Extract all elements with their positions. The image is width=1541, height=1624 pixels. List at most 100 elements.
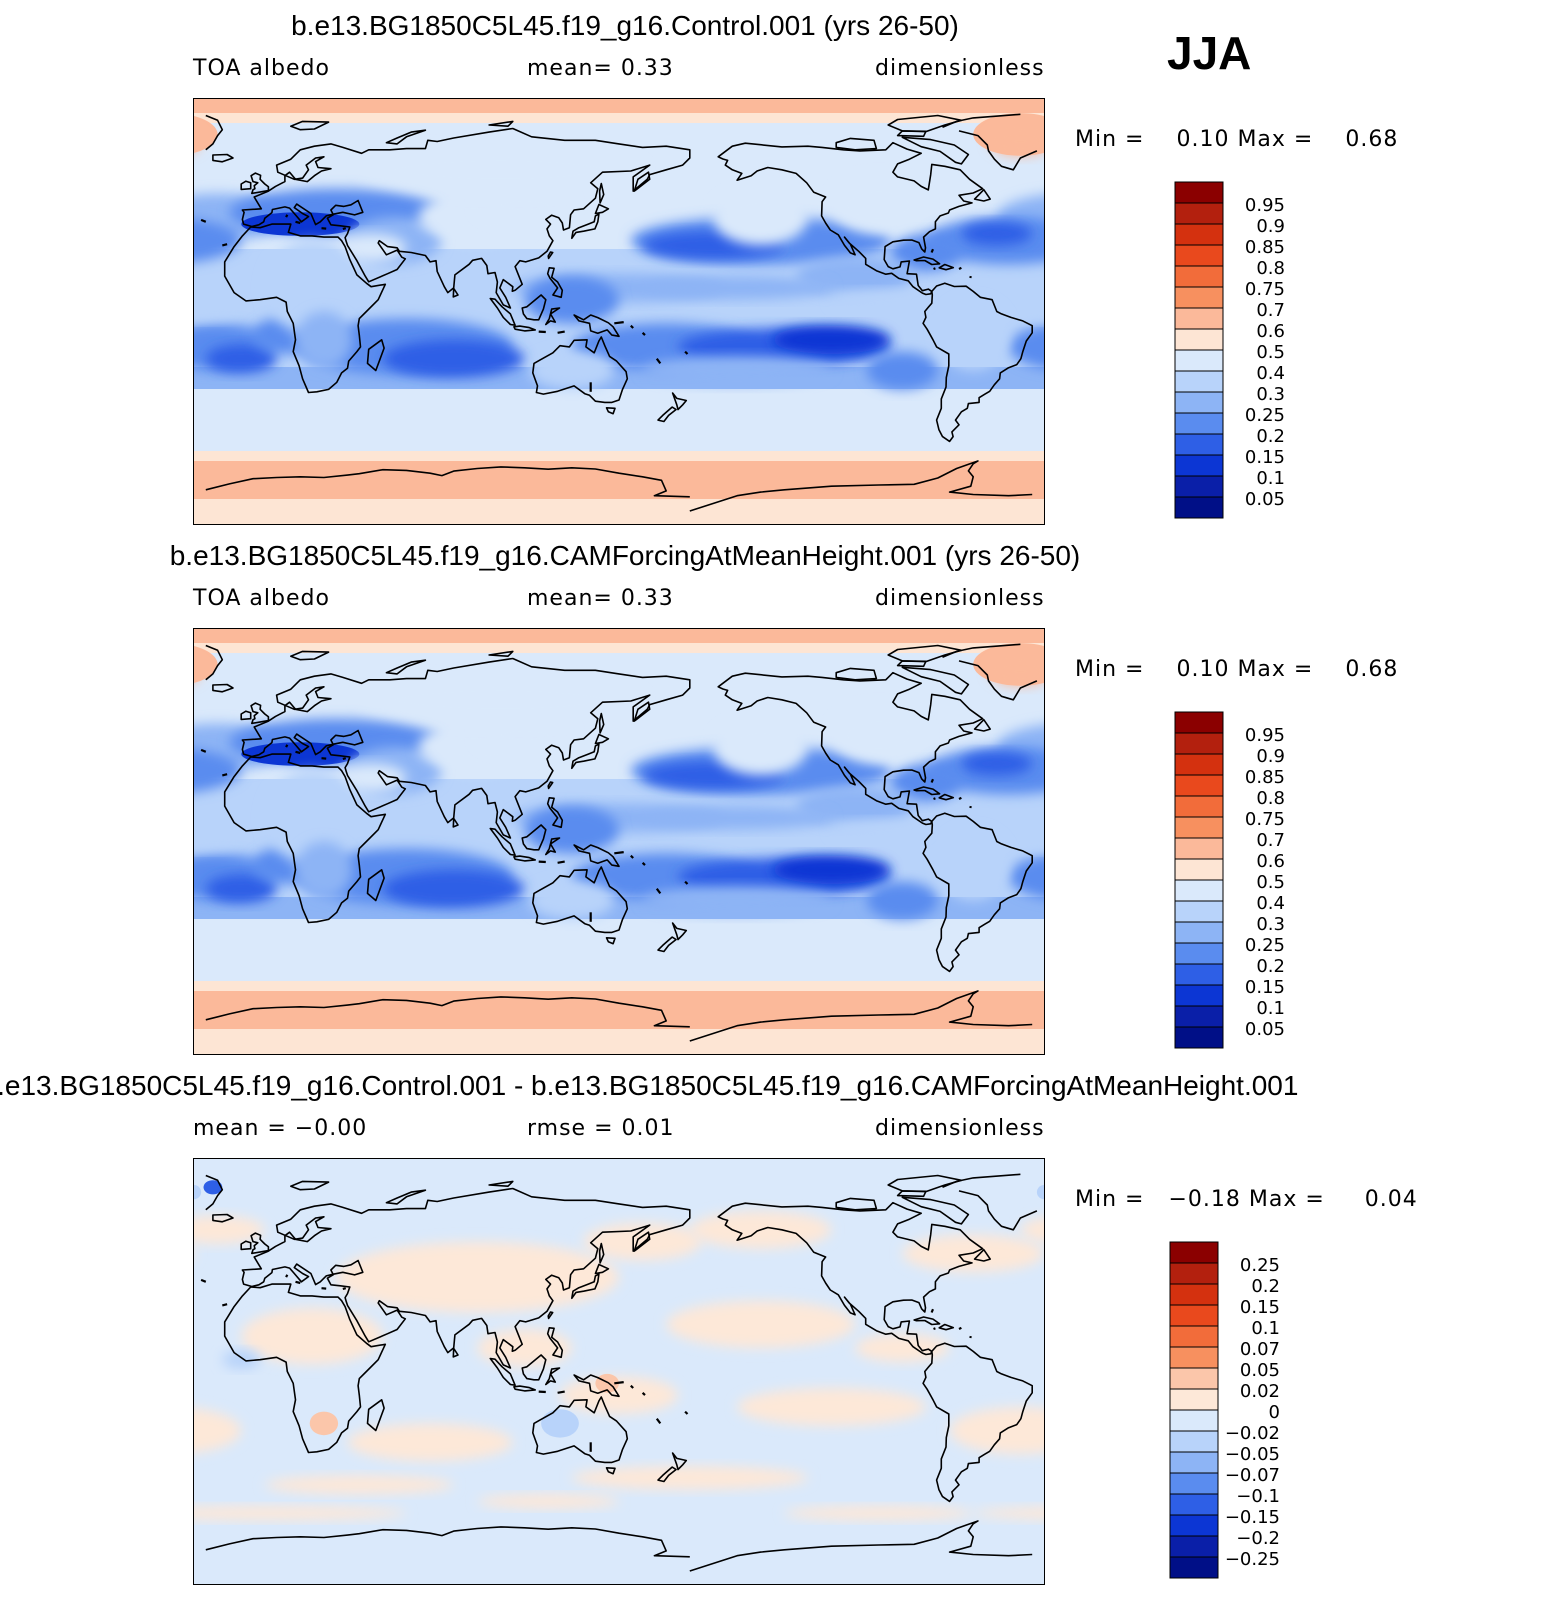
field-contour bbox=[194, 749, 242, 793]
coastline-britain bbox=[250, 172, 270, 195]
colorbar-tick-label: 0.75 bbox=[1245, 809, 1285, 830]
field-contour bbox=[524, 806, 619, 854]
island-outline bbox=[933, 1327, 936, 1331]
colorbar-tick-label: 0.25 bbox=[1245, 405, 1285, 426]
coastline-sevzemlya bbox=[488, 120, 514, 127]
colorbar-swatch bbox=[1174, 244, 1224, 267]
coastline-britain bbox=[250, 1232, 270, 1255]
min-max-readout: Min = −0.18 Max = 0.04 bbox=[1075, 1187, 1418, 1212]
island-outline bbox=[222, 773, 228, 777]
colorbar-tick-label: 0.95 bbox=[1245, 195, 1285, 216]
coastline-japan bbox=[571, 213, 600, 240]
colorbar-swatch bbox=[1174, 202, 1224, 225]
colorbar-tick-label: −0.1 bbox=[1236, 1486, 1280, 1507]
field-band bbox=[194, 643, 1044, 653]
colorbar-swatch bbox=[1174, 181, 1224, 204]
colorbar-swatch bbox=[1174, 795, 1224, 818]
coastline-kamchatka bbox=[633, 701, 651, 722]
field-band bbox=[194, 1029, 1044, 1054]
map-svg bbox=[194, 629, 1044, 1054]
colorbar-swatch bbox=[1169, 1430, 1219, 1453]
colorbar-swatch bbox=[1169, 1304, 1219, 1327]
coastline-ireland bbox=[240, 710, 252, 721]
coastline-greenland bbox=[958, 130, 1038, 171]
coastline-ross1 bbox=[689, 990, 1033, 1042]
colorbar-tick-label: 0.15 bbox=[1245, 977, 1285, 998]
colorbar-swatch bbox=[1174, 370, 1224, 393]
min-label: Min = bbox=[1075, 127, 1145, 152]
coastline-southamerica bbox=[922, 1342, 1033, 1503]
coastline-iceland bbox=[212, 1213, 234, 1223]
colorbar-swatch bbox=[1169, 1367, 1219, 1390]
field-contour bbox=[477, 716, 572, 755]
colorbar-tick-label: 0.07 bbox=[1240, 1339, 1280, 1360]
field-contour bbox=[571, 1466, 808, 1490]
colorbar-tick-label: −0.05 bbox=[1225, 1444, 1280, 1465]
coastline-ellesmere bbox=[887, 1174, 963, 1193]
field-contour bbox=[359, 676, 643, 724]
field-contour bbox=[973, 1507, 1044, 1520]
coastline-ross1 bbox=[689, 460, 1033, 512]
field-contour bbox=[295, 841, 353, 899]
coastline-baffin bbox=[901, 666, 970, 695]
field-contour bbox=[194, 219, 242, 263]
island-outline bbox=[641, 862, 646, 866]
field-contour bbox=[642, 276, 832, 300]
coastline-hispaniola bbox=[938, 1323, 955, 1331]
map-svg bbox=[194, 1159, 1044, 1584]
field-contour bbox=[831, 820, 926, 840]
field-contour bbox=[1008, 325, 1044, 369]
rmse-label: rmse = 0.01 bbox=[527, 1116, 675, 1141]
colorbar-tick-label: 0.2 bbox=[1251, 1276, 1280, 1297]
colorbar-tick-label: 0.8 bbox=[1256, 788, 1285, 809]
colorbar-tick-label: −0.02 bbox=[1225, 1423, 1280, 1444]
colorbar-tick-label: 0.05 bbox=[1245, 1019, 1285, 1040]
field-contour bbox=[194, 302, 242, 321]
max-value: 0.68 bbox=[1345, 127, 1399, 152]
field-contour bbox=[772, 325, 891, 354]
island-outline bbox=[969, 275, 972, 279]
colorbar-swatch bbox=[1169, 1262, 1219, 1285]
field-contour bbox=[784, 1506, 974, 1521]
field-band bbox=[194, 629, 1044, 643]
coastline-madagascar bbox=[366, 869, 385, 902]
max-label: Max = bbox=[1237, 127, 1314, 152]
island-outline bbox=[285, 744, 289, 748]
field-contour bbox=[264, 770, 360, 866]
coastline-svalbard bbox=[290, 1180, 330, 1191]
field-contour bbox=[642, 886, 832, 915]
panel-title: b.e13.BG1850C5L45.f19_g16.Control.001 - … bbox=[0, 1070, 1299, 1101]
coastline-greenland bbox=[205, 114, 224, 151]
colorbar-swatch bbox=[1174, 711, 1224, 734]
coastline-ross1 bbox=[205, 466, 690, 498]
island-outline bbox=[285, 1274, 289, 1278]
colorbar-swatch bbox=[1174, 816, 1224, 839]
max-label: Max = bbox=[1248, 1187, 1325, 1212]
colorbar-tick-label: 0.05 bbox=[1240, 1360, 1280, 1381]
coastline-borneo bbox=[521, 824, 547, 851]
coastline-cuba bbox=[913, 786, 941, 796]
coastline-ireland bbox=[240, 180, 252, 191]
colorbar-swatch bbox=[1174, 1026, 1224, 1049]
coastline-victoria bbox=[835, 1197, 878, 1211]
island-outline bbox=[614, 1381, 624, 1385]
coastline-japan bbox=[571, 1273, 600, 1300]
coastline-greenland bbox=[205, 644, 224, 681]
colorbar-tick-label: 0.5 bbox=[1256, 872, 1285, 893]
colorbar-tick-label: 0.7 bbox=[1256, 830, 1285, 851]
island-outline bbox=[222, 243, 228, 247]
colorbar-tick-label: 0.1 bbox=[1251, 1318, 1280, 1339]
coastline-sakhalin bbox=[598, 712, 605, 734]
coastline-southamerica bbox=[922, 812, 1033, 973]
min-label: Min = bbox=[1075, 657, 1145, 682]
field-contour bbox=[831, 177, 926, 234]
field-contour bbox=[1036, 1185, 1044, 1200]
coastline-australia bbox=[532, 336, 629, 404]
colorbar-tick-label: −0.25 bbox=[1225, 1549, 1280, 1570]
island-outline bbox=[557, 1390, 565, 1394]
colorbar-tick-label: 0.2 bbox=[1256, 956, 1285, 977]
colorbar-swatch bbox=[1174, 286, 1224, 309]
field-contour bbox=[241, 742, 360, 766]
coastline-northamerica bbox=[717, 1201, 984, 1356]
coastline-tasmania bbox=[605, 937, 616, 945]
